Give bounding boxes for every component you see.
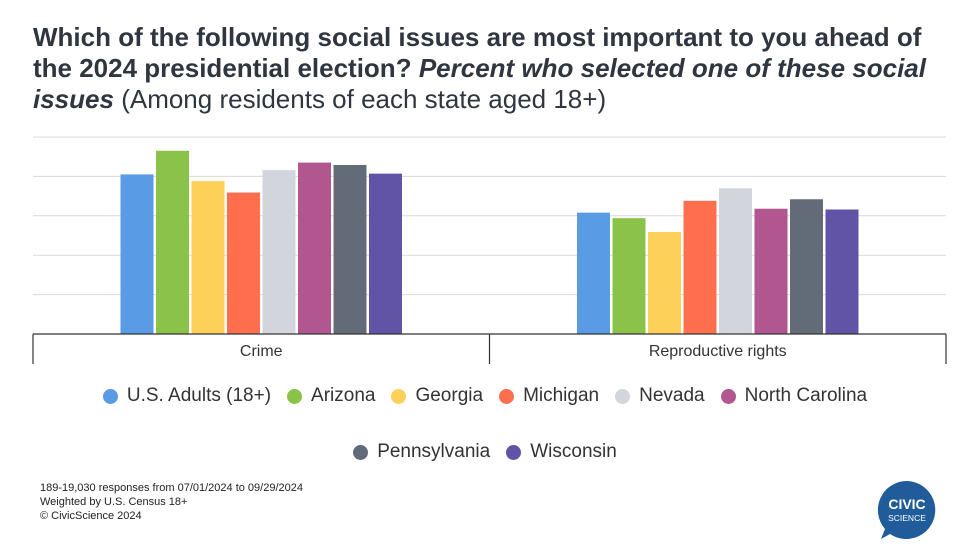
bar <box>156 150 189 334</box>
bar-chart: Crime Reproductive rights <box>32 136 947 364</box>
legend-label: Michigan <box>523 385 600 406</box>
footer-notes: 189-19,030 responses from 07/01/2024 to … <box>40 481 303 523</box>
legend-item: Nevada <box>615 385 705 407</box>
footer-weighting: Weighted by U.S. Census 18+ <box>40 496 188 508</box>
x-tick-label: Crime <box>240 343 283 360</box>
legend-item: North Carolina <box>720 385 868 407</box>
bar <box>648 231 681 334</box>
chart-legend: U.S. Adults (18+) Arizona Georgia Michigan N… <box>60 385 910 463</box>
legend-swatch <box>720 388 736 404</box>
legend-swatch <box>102 388 118 404</box>
civicscience-logo: CIVIC SCIENCE <box>877 480 936 539</box>
bar <box>120 174 154 334</box>
legend-item: Pennsylvania <box>353 441 490 463</box>
legend-swatch <box>353 444 369 460</box>
bar <box>790 199 823 334</box>
footer-copyright: © CivicScience 2024 <box>40 510 142 522</box>
legend-label: Wisconsin <box>530 441 617 462</box>
legend-swatch <box>506 444 522 460</box>
legend-swatch <box>499 388 515 404</box>
legend-swatch <box>615 388 631 404</box>
legend-label: Georgia <box>415 385 484 406</box>
bar <box>262 170 296 334</box>
bar <box>227 192 260 334</box>
legend-item: Michigan <box>499 385 599 407</box>
chart-title: Which of the following social issues are… <box>33 22 933 115</box>
title-subtitle: Percent who selected one of these social… <box>33 53 926 114</box>
legend-item: U.S. Adults (18+) <box>102 385 272 407</box>
legend-swatch <box>287 388 303 404</box>
legend-label: U.S. Adults (18+) <box>126 385 272 406</box>
footer-responses: 189-19,030 responses from 07/01/2024 to … <box>40 482 303 494</box>
logo-text-science: SCIENCE <box>888 513 926 523</box>
bar <box>683 200 717 334</box>
legend-item: Arizona <box>287 385 375 407</box>
legend-swatch <box>391 388 407 404</box>
legend-label: Nevada <box>639 385 705 406</box>
bar <box>369 173 402 334</box>
bar <box>754 208 788 334</box>
bar <box>333 164 367 334</box>
legend-label: Arizona <box>311 385 376 406</box>
legend-label: Pennsylvania <box>377 441 491 462</box>
bar <box>612 218 646 334</box>
x-tick-label: Reproductive rights <box>649 343 787 360</box>
bar <box>298 162 331 334</box>
title-question: Which of the following social issues are… <box>33 22 922 83</box>
legend-label: North Carolina <box>744 385 868 406</box>
bar <box>719 188 752 334</box>
logo-text-civic: CIVIC <box>888 496 925 512</box>
legend-item: Wisconsin <box>506 441 617 463</box>
bar <box>191 181 225 334</box>
title-note: (Among residents of each state aged 18+) <box>121 84 607 114</box>
legend-item: Georgia <box>391 385 483 407</box>
bar <box>825 209 859 334</box>
logo-badge <box>877 480 936 539</box>
bar <box>577 212 610 334</box>
